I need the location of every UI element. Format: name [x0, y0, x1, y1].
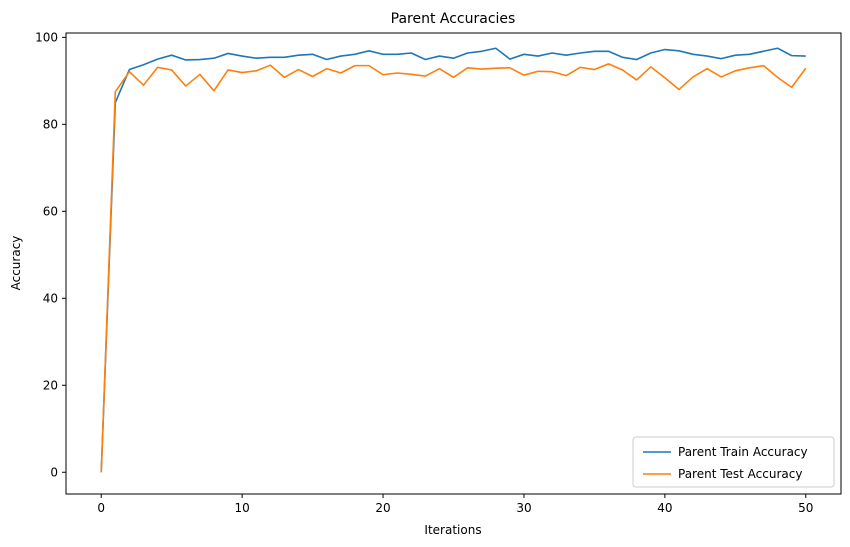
chart-title: Parent Accuracies [391, 11, 516, 27]
y-tick-label: 100 [35, 30, 58, 44]
x-tick-label: 50 [798, 501, 813, 515]
plot-area [65, 32, 842, 495]
y-axis-title: Accuracy [9, 236, 23, 291]
legend-label-train: Parent Train Accuracy [678, 445, 808, 459]
x-tick-label: 40 [657, 501, 672, 515]
x-tick-label: 10 [234, 501, 249, 515]
series-line-train [100, 47, 806, 473]
legend-label-test: Parent Test Accuracy [678, 467, 802, 481]
y-tick-label: 60 [43, 204, 58, 218]
x-tick-label: 0 [97, 501, 105, 515]
x-tick-label: 20 [375, 501, 390, 515]
y-tick-label: 20 [43, 378, 58, 392]
series-line-test [100, 63, 807, 473]
legend: Parent Train Accuracy Parent Test Accura… [632, 436, 835, 488]
legend-box [632, 436, 835, 488]
x-tick-label: 30 [516, 501, 531, 515]
x-axis-title: Iterations [424, 523, 481, 537]
y-tick-label: 40 [43, 291, 58, 305]
x-axis: 0 10 20 30 40 50 [97, 494, 813, 515]
series-lines [100, 47, 807, 473]
y-axis: 0 20 40 60 80 100 [35, 30, 66, 479]
y-tick-label: 80 [43, 117, 58, 131]
y-tick-label: 0 [50, 465, 58, 479]
